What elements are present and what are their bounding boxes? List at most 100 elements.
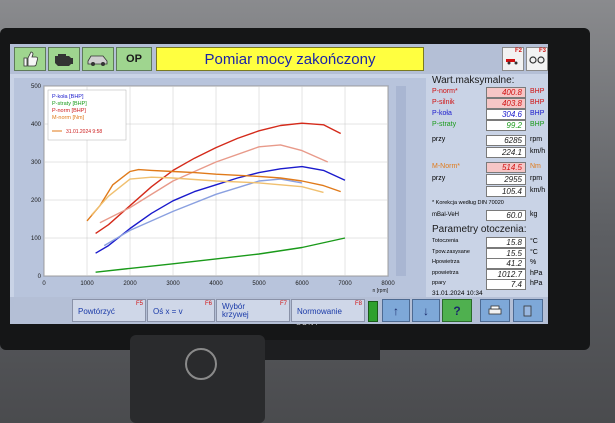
nm-unit: Nm <box>530 163 541 170</box>
x-axis-speed-button[interactable]: Oś x = v F6 <box>147 299 215 322</box>
print-button[interactable] <box>480 299 510 322</box>
env-row-unit: °C <box>530 248 538 256</box>
max-row-value: 304.6 <box>486 109 526 120</box>
mass-label: mBal-VeH <box>432 212 460 218</box>
legend-entry: P-koła [BHP] <box>52 94 84 100</box>
arrow-up-icon: ↑ <box>393 303 399 318</box>
repeat-button[interactable]: Powtórzyć F5 <box>72 299 146 322</box>
scroll-up-button[interactable]: ↑ <box>382 299 410 322</box>
page-title: Pomiar mocy zakończony <box>156 47 424 71</box>
env-row-value: 7.4 <box>486 279 526 290</box>
m-przy-label: przy <box>432 175 446 182</box>
legend-timestamp: 31.01.2024 9:58 <box>66 129 102 135</box>
exit-button[interactable] <box>513 299 543 322</box>
bottom-toolbar: Powtórzyć F5 Oś x = v F6 Wybór krzywej F… <box>10 297 548 324</box>
interface-logo-icon <box>185 348 217 380</box>
select-curve-button[interactable]: Wybór krzywej F7 <box>216 299 290 322</box>
arrow-down-icon: ↓ <box>423 303 429 318</box>
env-row-value: 1012.7 <box>486 268 526 280</box>
series-line <box>103 178 303 247</box>
thumbs-up-button[interactable] <box>14 47 46 71</box>
max-power-rpm-value: 6285 <box>486 135 526 146</box>
y-tick-label: 300 <box>31 160 42 166</box>
f2-key-label: F2 <box>514 48 522 54</box>
printer-icon <box>488 305 502 314</box>
rpm-unit: rpm <box>530 136 543 143</box>
f7-key-label: F7 <box>279 301 287 307</box>
car-button[interactable] <box>82 47 114 71</box>
mass-value: 60.0 <box>486 210 526 221</box>
help-button[interactable]: ? <box>442 299 472 322</box>
torque-rpm-unit: rpm <box>530 175 543 182</box>
kmh-unit: km/h <box>530 148 546 155</box>
x-tick-label: 4000 <box>209 281 223 287</box>
y-tick-label: 500 <box>31 84 42 90</box>
max-row-unit: BHP <box>530 99 545 106</box>
max-values-heading: Wart.maksymalne: <box>432 75 515 86</box>
x-axis-label: n [rpm] <box>372 288 388 294</box>
car-icon <box>87 55 108 66</box>
dyno-screen: OP Pomiar mocy zakończony F2 F3 0 1000 200… <box>10 44 548 324</box>
x-tick-label: 1000 <box>80 281 94 287</box>
f5-key-label: F5 <box>135 301 143 307</box>
m-norm-label: M-Norm* <box>432 163 460 170</box>
torque-kmh-unit: km/h <box>530 187 546 194</box>
x-tick-label: 8000 <box>381 281 395 287</box>
env-row-label: ppary <box>432 280 446 286</box>
f3-key-label: F3 <box>538 48 546 54</box>
env-heading: Parametry otoczenia: <box>432 224 527 235</box>
zoom-strip <box>396 86 406 276</box>
env-row-label: Hpowietrza <box>432 259 460 265</box>
normalize-button[interactable]: Normowanie F8 <box>291 299 365 322</box>
x-tick-label: 0 <box>42 281 46 287</box>
series-line <box>95 237 346 273</box>
exit-icon <box>523 305 532 316</box>
env-row-label: ppowietrza <box>432 269 459 276</box>
op-label: OP <box>126 53 142 65</box>
max-row-label: P-straty <box>432 121 457 128</box>
env-row-unit: hPa <box>530 280 543 287</box>
y-tick-label: 100 <box>31 236 42 242</box>
y-tick-label: 200 <box>31 198 42 204</box>
max-row-unit: BHP <box>530 88 545 95</box>
env-row-unit: % <box>530 259 537 266</box>
f6-key-label: F6 <box>204 301 212 307</box>
dyno-rollers-icon <box>529 56 545 64</box>
y-tick-label: 400 <box>31 122 42 128</box>
mass-unit: kg <box>530 211 538 218</box>
max-row-label: P-koła <box>432 110 452 117</box>
x-tick-label: 3000 <box>166 281 180 287</box>
x-axis-label: Oś x = v <box>153 307 183 316</box>
help-icon: ? <box>453 303 461 318</box>
series-line <box>95 165 346 254</box>
dyno-rollers-button[interactable]: F3 <box>526 47 548 71</box>
results-panel: Wart.maksymalne: przy 6285 rpm 224.1 km/… <box>428 74 548 299</box>
max-row-label: P-silnik <box>432 99 455 106</box>
env-row-unit: °C <box>530 238 538 245</box>
correction-note: * Korekcja według DIN 70020 <box>432 200 504 206</box>
title-text: Pomiar mocy zakończony <box>204 50 376 68</box>
m-norm-value: 514.5 <box>486 162 526 173</box>
car-trailer-icon <box>506 59 518 65</box>
datetime: 31.01.2024 10:34 <box>432 290 483 297</box>
x-tick-label: 5000 <box>252 281 266 287</box>
env-row-label: Totoczenia <box>432 238 459 244</box>
thumbs-up-icon <box>23 51 39 67</box>
power-chart: 0 1000 2000 3000 4000 5000 6000 7000 8000 0 100 200… <box>31 84 406 294</box>
legend-entry: M-norm [Nm] <box>52 115 85 121</box>
top-toolbar: OP Pomiar mocy zakończony F2 F3 <box>10 44 548 74</box>
scroll-down-button[interactable]: ↓ <box>412 299 440 322</box>
select-curve-label: Wybór krzywej <box>222 302 249 319</box>
legend-entry: P-norm [BHP] <box>52 108 86 114</box>
status-indicator <box>368 301 378 322</box>
env-row-value: 15.8 <box>486 237 526 248</box>
series-line <box>99 144 329 224</box>
max-row-value: 400.8 <box>486 87 526 98</box>
series-line <box>90 176 324 216</box>
max-torque-rpm-value: 2955 <box>486 174 526 185</box>
car-trailer-button[interactable]: F2 <box>502 47 524 71</box>
max-row-unit: BHP <box>530 121 545 128</box>
op-button[interactable]: OP <box>116 47 152 71</box>
f8-key-label: F8 <box>354 301 362 307</box>
engine-button[interactable] <box>48 47 80 71</box>
